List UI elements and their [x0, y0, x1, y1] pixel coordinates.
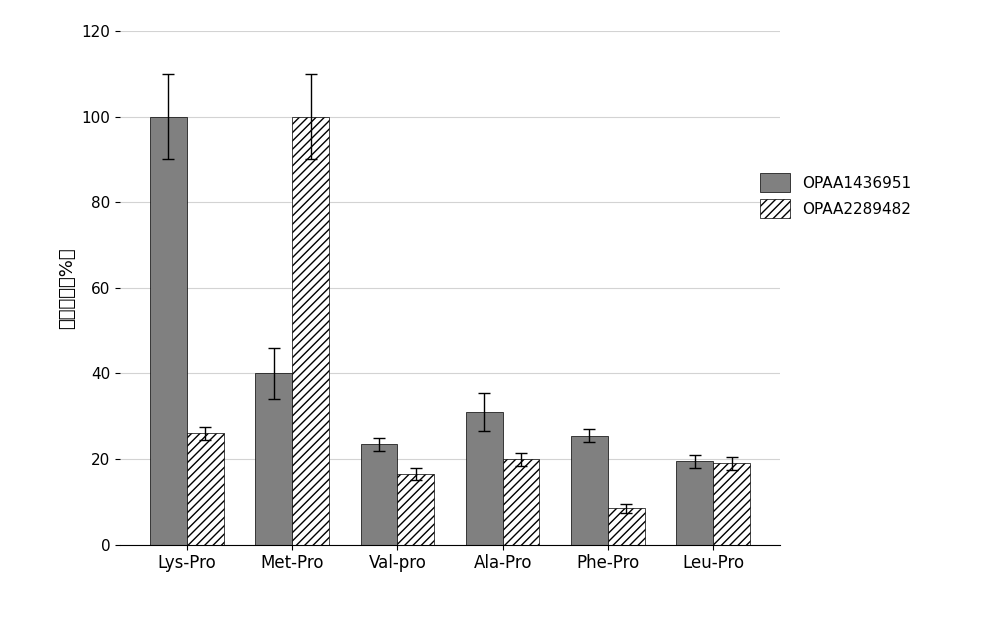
Y-axis label: 相对酶活（%）: 相对酶活（%）: [58, 247, 76, 329]
Bar: [361, 444, 397, 545]
Bar: [292, 116, 329, 545]
Legend: OPAA1436951, OPAA2289482: OPAA1436951, OPAA2289482: [753, 167, 918, 224]
Bar: [255, 373, 292, 545]
Bar: [608, 508, 645, 545]
Bar: [466, 412, 503, 545]
Bar: [571, 436, 608, 545]
Bar: [397, 474, 434, 545]
Bar: [150, 116, 187, 545]
Bar: [503, 459, 539, 545]
Bar: [713, 464, 750, 545]
Bar: [187, 433, 224, 545]
Bar: [676, 461, 713, 545]
